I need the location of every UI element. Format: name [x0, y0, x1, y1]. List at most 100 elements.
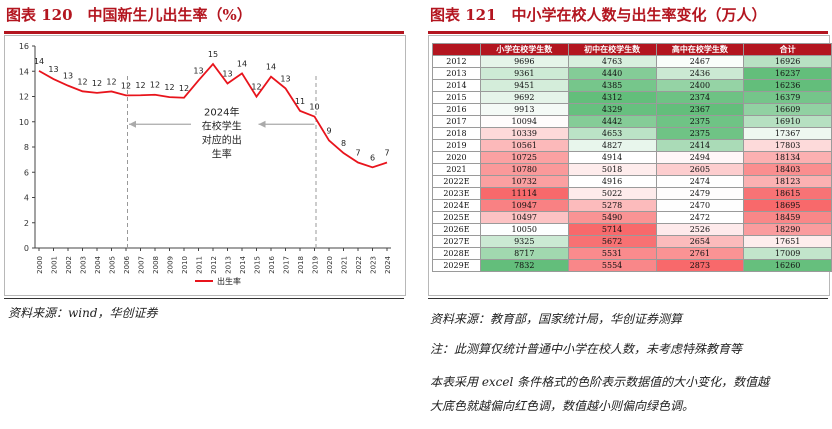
row-year-cell: 2025E	[432, 211, 481, 224]
table-row: 2029E 7832 5554 2873 16260	[432, 259, 832, 272]
value-cell: 2414	[655, 139, 745, 152]
x-tick-label: 2022	[355, 256, 363, 274]
x-tick-label: 2012	[210, 256, 218, 274]
y-tick-label: 8	[24, 143, 29, 152]
line-chart-frame: 0 2 4 6 8 10 12 14 16 2000 2001 2002 2003 2004 2005 200…	[4, 35, 406, 296]
table-row: 2027E 9325 5672 2654 17651	[432, 235, 832, 248]
value-cell: 2479	[655, 187, 745, 200]
column-header: 高中在校学生数	[655, 43, 745, 56]
value-cell: 16926	[743, 55, 832, 68]
data-label: 12	[106, 77, 116, 86]
value-cell: 2654	[655, 235, 745, 248]
value-cell: 4385	[567, 79, 657, 92]
row-year-cell: 2029E	[432, 259, 481, 272]
value-cell: 2605	[655, 163, 745, 176]
x-tick-label: 2020	[326, 256, 334, 274]
data-label: 12	[164, 83, 174, 92]
annotation-arrow-right-head	[258, 120, 266, 128]
left-bottom-rule	[4, 298, 404, 299]
enrollment-heatmap-table: 小学在校学生数 初中在校学生数 高中在校学生数 合计 2012 9696 4763 2467…	[432, 43, 832, 272]
y-tick-label: 16	[19, 42, 29, 51]
value-cell: 10050	[479, 223, 569, 236]
value-cell: 17803	[743, 139, 832, 152]
y-tick-label: 0	[24, 244, 29, 253]
table-row: 2015 9692 4312 2374 16379	[432, 91, 832, 104]
data-label: 12	[92, 79, 102, 88]
row-year-cell: 2015	[432, 91, 481, 104]
value-cell: 17651	[743, 235, 832, 248]
value-cell: 10947	[479, 199, 569, 212]
value-cell: 2761	[655, 247, 745, 260]
annotation-text-line: 对应的出	[202, 133, 242, 146]
value-cell: 18403	[743, 163, 832, 176]
row-year-cell: 2023E	[432, 187, 481, 200]
value-cell: 9696	[479, 55, 569, 68]
annotation-text-line: 在校学生	[202, 119, 242, 132]
data-label: 13	[48, 65, 58, 74]
value-cell: 17367	[743, 127, 832, 140]
value-cell: 4916	[567, 175, 657, 188]
value-cell: 2467	[655, 55, 745, 68]
table-row: 2018 10339 4653 2375 17367	[432, 127, 832, 140]
x-tick-label: 2014	[239, 255, 247, 273]
data-label: 14	[266, 63, 276, 72]
data-label: 10	[309, 103, 319, 112]
data-label: 12	[77, 77, 87, 86]
value-cell: 10780	[479, 163, 569, 176]
data-label: 14	[237, 59, 247, 68]
data-label: 11	[295, 97, 305, 106]
x-tick-label: 2004	[94, 255, 102, 273]
column-header: 合计	[743, 43, 832, 56]
row-year-cell: 2016	[432, 103, 481, 116]
value-cell: 10561	[479, 139, 569, 152]
data-label: 7	[384, 149, 389, 158]
x-tick-label: 2005	[109, 256, 117, 274]
table-row: 2013 9361 4440 2436 16237	[432, 67, 832, 80]
right-note-line-1: 注：此测算仅统计普通中小学在校人数，未考虑特殊教育等	[430, 342, 743, 356]
row-year-cell: 2028E	[432, 247, 481, 260]
row-year-cell: 2026E	[432, 223, 481, 236]
x-tick-label: 2002	[65, 256, 73, 274]
row-year-cell: 2024E	[432, 199, 481, 212]
value-cell: 16236	[743, 79, 832, 92]
row-year-cell: 2014	[432, 79, 481, 92]
table-row: 2012 9696 4763 2467 16926	[432, 55, 832, 68]
value-cell: 9451	[479, 79, 569, 92]
x-tick-label: 2009	[167, 256, 175, 274]
x-tick-label: 2000	[36, 256, 44, 274]
data-label: 13	[222, 69, 232, 78]
y-tick-label: 2	[24, 219, 29, 228]
table-row: 2014 9451 4385 2400 16236	[432, 79, 832, 92]
x-tick-label: 2011	[196, 256, 204, 274]
row-year-cell: 2022E	[432, 175, 481, 188]
data-label: 12	[251, 83, 261, 92]
data-label: 12	[135, 81, 145, 90]
x-tick-label: 2003	[80, 256, 88, 274]
x-tick-label: 2017	[283, 256, 291, 274]
table-row: 2024E 10947 5278 2470 18695	[432, 199, 832, 212]
value-cell: 10094	[479, 115, 569, 128]
x-tick-label: 2021	[341, 256, 349, 274]
value-cell: 5531	[567, 247, 657, 260]
row-year-cell: 2019	[432, 139, 481, 152]
x-tick-label: 2024	[384, 255, 392, 273]
table-row: 2022E 10732 4916 2474 18123	[432, 175, 832, 188]
column-header: 初中在校学生数	[567, 43, 657, 56]
row-year-cell: 2021	[432, 163, 481, 176]
value-cell: 4653	[567, 127, 657, 140]
annotation-arrow-left-head	[129, 120, 136, 128]
left-source-note: 资料来源：wind，华创证券	[8, 306, 158, 320]
value-cell: 2367	[655, 103, 745, 116]
data-label: 8	[341, 139, 346, 148]
y-tick-label: 4	[24, 194, 29, 203]
column-header	[432, 43, 481, 56]
value-cell: 2400	[655, 79, 745, 92]
value-cell: 9325	[479, 235, 569, 248]
legend-label: 出生率	[217, 276, 241, 286]
y-tick-label: 12	[19, 93, 29, 102]
table-header-row: 小学在校学生数 初中在校学生数 高中在校学生数 合计	[432, 43, 832, 56]
y-tick-label: 6	[24, 168, 29, 177]
row-year-cell: 2012	[432, 55, 481, 68]
value-cell: 2374	[655, 91, 745, 104]
value-cell: 4440	[567, 67, 657, 80]
